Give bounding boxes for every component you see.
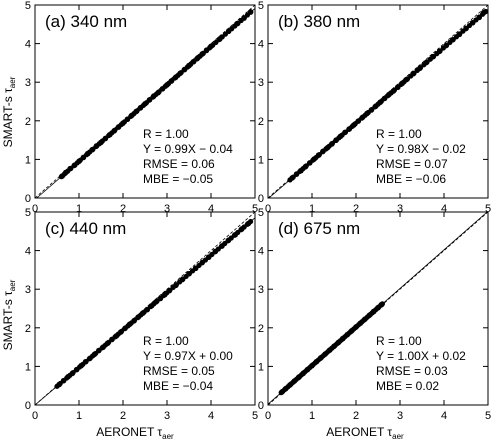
y-tick-label: 5 bbox=[258, 0, 264, 12]
stats-line: MBE = −0.05 bbox=[143, 172, 213, 186]
x-tick-label: 5 bbox=[252, 410, 258, 422]
x-tick-label: 3 bbox=[164, 410, 170, 422]
y-tick-label: 1 bbox=[25, 361, 31, 373]
x-tick-label: 0 bbox=[32, 410, 38, 422]
panel-title: (b) 380 nm bbox=[278, 12, 360, 31]
data-point bbox=[483, 8, 489, 15]
y-tick-label: 0 bbox=[25, 400, 31, 412]
x-tick-label: 4 bbox=[208, 203, 214, 215]
y-tick-label: 4 bbox=[258, 39, 264, 51]
x-tick-label: 2 bbox=[120, 203, 126, 215]
y-tick-label: 5 bbox=[25, 0, 31, 12]
y-tick-label: 1 bbox=[258, 361, 264, 373]
data-point bbox=[379, 301, 385, 307]
x-tick-label: 1 bbox=[76, 203, 82, 215]
stats-line: Y = 1.00X + 0.02 bbox=[376, 349, 466, 363]
y-tick-label: 5 bbox=[258, 207, 264, 219]
x-tick-label: 0 bbox=[265, 410, 271, 422]
stats-line: RMSE = 0.03 bbox=[376, 364, 448, 378]
x-tick-label: 3 bbox=[164, 203, 170, 215]
y-tick-label: 5 bbox=[25, 207, 31, 219]
x-tick-label: 2 bbox=[120, 410, 126, 422]
panel-title: (c) 440 nm bbox=[45, 219, 126, 238]
stats-line: RMSE = 0.05 bbox=[143, 364, 215, 378]
chart-panel-3: 0 1 2 3 4 5 0 1 2 3 4 5 (c) 440 nm R = 1.00Y = 0.97X … bbox=[25, 207, 258, 422]
panel-title: (d) 675 nm bbox=[278, 219, 360, 238]
x-tick-label: 0 bbox=[265, 203, 271, 215]
y-tick-label: 1 bbox=[258, 154, 264, 166]
stats-line: R = 1.00 bbox=[376, 334, 422, 348]
stats-line: R = 1.00 bbox=[376, 127, 422, 141]
y-tick-label: 2 bbox=[25, 116, 31, 128]
stats-line: R = 1.00 bbox=[143, 127, 189, 141]
y-tick-label: 1 bbox=[25, 154, 31, 166]
x-axis-title-right: AERONET τaer bbox=[326, 425, 404, 441]
x-tick-label: 0 bbox=[32, 203, 38, 215]
y-tick-label: 4 bbox=[258, 246, 264, 258]
x-tick-label: 5 bbox=[485, 203, 491, 215]
x-tick-label: 3 bbox=[397, 203, 403, 215]
y-tick-label: 3 bbox=[258, 77, 264, 89]
x-tick-label: 2 bbox=[353, 410, 359, 422]
data-point bbox=[248, 218, 254, 225]
y-tick-label: 0 bbox=[25, 193, 31, 205]
stats-line: RMSE = 0.07 bbox=[376, 157, 448, 171]
panel-title: (a) 340 nm bbox=[45, 12, 127, 31]
x-tick-label: 3 bbox=[397, 410, 403, 422]
x-tick-label: 5 bbox=[252, 203, 258, 215]
chart-panel-4: 0 1 2 3 4 5 0 1 2 3 4 5 (d) 675 nm R = 1.00Y = 1.00X … bbox=[258, 207, 491, 422]
stats-line: MBE = −0.04 bbox=[143, 379, 213, 393]
data-point bbox=[248, 9, 254, 15]
x-tick-label: 1 bbox=[76, 410, 82, 422]
x-tick-label: 4 bbox=[441, 410, 447, 422]
x-tick-label: 1 bbox=[309, 203, 315, 215]
x-axis-title-left: AERONET τaer bbox=[96, 425, 174, 441]
y-tick-label: 2 bbox=[25, 323, 31, 335]
stats-line: Y = 0.99X − 0.04 bbox=[143, 142, 233, 156]
y-axis-title-bottom: SMART-s τaer bbox=[1, 279, 17, 350]
y-tick-label: 2 bbox=[258, 323, 264, 335]
stats-line: MBE = −0.06 bbox=[376, 172, 446, 186]
x-tick-label: 4 bbox=[441, 203, 447, 215]
stats-line: R = 1.00 bbox=[143, 334, 189, 348]
stats-line: MBE = 0.02 bbox=[376, 379, 439, 393]
y-tick-label: 3 bbox=[25, 77, 31, 89]
chart-panel-1: 0 1 2 3 4 5 0 1 2 3 4 5 (a) 340 nm R = 1.00Y = 0.99X … bbox=[25, 0, 258, 215]
y-tick-label: 4 bbox=[25, 39, 31, 51]
x-tick-label: 1 bbox=[309, 410, 315, 422]
y-tick-label: 2 bbox=[258, 116, 264, 128]
chart-panel-2: 0 1 2 3 4 5 0 1 2 3 4 5 (b) 380 nm R = 1.00Y = 0.98X … bbox=[258, 0, 491, 215]
y-tick-label: 4 bbox=[25, 246, 31, 258]
y-tick-label: 0 bbox=[258, 400, 264, 412]
stats-line: Y = 0.98X − 0.02 bbox=[376, 142, 466, 156]
x-tick-label: 2 bbox=[353, 203, 359, 215]
y-axis-title-top: SMART-s τaer bbox=[1, 76, 17, 147]
stats-line: RMSE = 0.06 bbox=[143, 157, 215, 171]
stats-line: Y = 0.97X + 0.00 bbox=[143, 349, 233, 363]
y-tick-label: 3 bbox=[25, 284, 31, 296]
x-tick-label: 5 bbox=[485, 410, 491, 422]
y-tick-label: 3 bbox=[258, 284, 264, 296]
x-tick-label: 4 bbox=[208, 410, 214, 422]
y-tick-label: 0 bbox=[258, 193, 264, 205]
